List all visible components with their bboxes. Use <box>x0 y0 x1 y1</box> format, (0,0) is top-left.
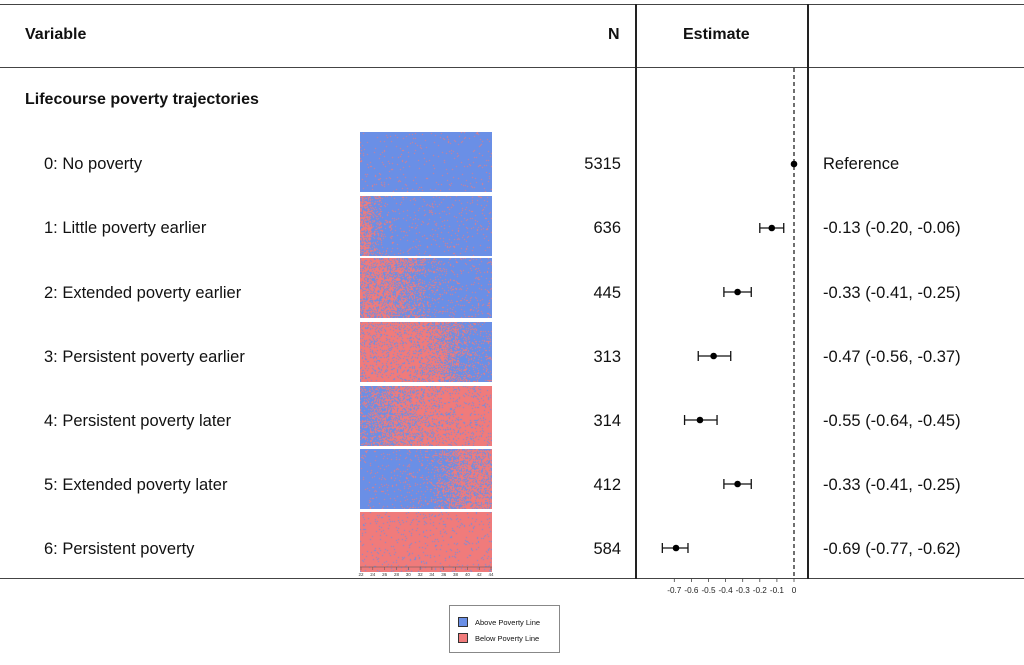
header-divider <box>0 67 1024 68</box>
legend-label-above: Above Poverty Line <box>475 617 541 627</box>
heatmap-axis-tick-label: 32 <box>418 572 424 577</box>
heatmap-axis-tick-label: 24 <box>370 572 376 577</box>
estimate-text: -0.13 (-0.20, -0.06) <box>823 219 961 237</box>
estimate-point <box>696 416 704 424</box>
top-border <box>0 4 1024 5</box>
estimate-point <box>672 544 680 552</box>
sequence-heatmap <box>360 132 492 192</box>
x-tick-label: -0.5 <box>701 586 716 595</box>
legend-swatch-above <box>458 617 468 627</box>
sequence-heatmap <box>360 196 492 256</box>
forest-plot: -0.7 -0.6 -0.5 -0.4 -0.3 -0.2 -0.1 0 <box>661 68 798 595</box>
n-value: 5315 <box>584 155 621 173</box>
estimate-text: -0.47 (-0.56, -0.37) <box>823 348 961 366</box>
sequence-heatmap <box>360 258 492 318</box>
estimate-point <box>768 224 776 232</box>
section-title: Lifecourse poverty trajectories <box>25 91 259 108</box>
n-value: 313 <box>593 348 621 366</box>
bottom-border <box>0 578 1024 579</box>
heatmap-axis-tick-label: 22 <box>358 572 364 577</box>
x-tick-label: -0.1 <box>770 586 785 595</box>
x-tick-label: -0.3 <box>736 586 751 595</box>
row-label: 6: Persistent poverty <box>44 540 195 558</box>
row-label: 5: Extended poverty later <box>44 476 228 494</box>
legend-item-below: Below Poverty Line <box>458 633 539 643</box>
heatmap-age-axis: 22 24 26 28 30 32 34 36 38 40 42 44 <box>358 566 494 577</box>
estimate-text: Reference <box>823 155 900 173</box>
heatmap-axis-tick-label: 42 <box>477 572 483 577</box>
heatmap-axis-tick-label: 34 <box>429 572 435 577</box>
n-value: 314 <box>593 412 621 430</box>
estimate-text: -0.33 (-0.41, -0.25) <box>823 476 961 494</box>
sequence-heatmap <box>360 322 492 382</box>
sequence-heatmap <box>360 449 492 509</box>
row-label: 1: Little poverty earlier <box>44 219 207 237</box>
estimate-point <box>734 288 741 296</box>
estimate-column-right-border <box>807 4 809 579</box>
heatmap-axis-tick-label: 26 <box>382 572 388 577</box>
estimate-header: Estimate <box>683 26 750 43</box>
row-label: 2: Extended poverty earlier <box>44 284 242 302</box>
legend-swatch-below <box>458 633 468 643</box>
estimate-text: -0.69 (-0.77, -0.62) <box>823 540 961 558</box>
heatmap-axis-tick-label: 28 <box>394 572 400 577</box>
x-tick-label: -0.7 <box>667 586 682 595</box>
x-tick-label: -0.2 <box>753 586 768 595</box>
sequence-heatmap <box>360 386 492 446</box>
estimate-point <box>734 480 741 488</box>
sequence-heatmap <box>360 512 492 572</box>
legend-item-above: Above Poverty Line <box>458 617 540 627</box>
legend-label-below: Below Poverty Line <box>475 633 540 643</box>
n-value: 584 <box>593 540 621 558</box>
estimate-text: -0.33 (-0.41, -0.25) <box>823 284 961 302</box>
heatmap-axis-tick-label: 38 <box>453 572 459 577</box>
row-label: 4: Persistent poverty later <box>44 412 232 430</box>
n-value: 445 <box>593 284 621 302</box>
heatmap-axis-tick-label: 30 <box>406 572 412 577</box>
variable-header: Variable <box>25 26 87 43</box>
n-header: N <box>608 26 620 43</box>
heatmap-axis-tick-label: 40 <box>465 572 471 577</box>
row-label: 0: No poverty <box>44 155 143 173</box>
estimate-text: -0.55 (-0.64, -0.45) <box>823 412 961 430</box>
heatmap-axis-tick-label: 44 <box>488 572 494 577</box>
row-label: 3: Persistent poverty earlier <box>44 348 245 366</box>
x-tick-label: -0.4 <box>719 586 734 595</box>
estimate-point <box>710 352 717 360</box>
n-value: 636 <box>593 219 621 237</box>
estimate-point <box>790 160 798 168</box>
n-value: 412 <box>593 476 621 494</box>
legend: Above Poverty Line Below Poverty Line <box>449 605 560 653</box>
x-tick-label: 0 <box>792 586 797 595</box>
x-tick-label: -0.6 <box>684 586 699 595</box>
estimate-column-left-border <box>635 4 637 579</box>
heatmap-axis-tick-label: 36 <box>441 572 447 577</box>
